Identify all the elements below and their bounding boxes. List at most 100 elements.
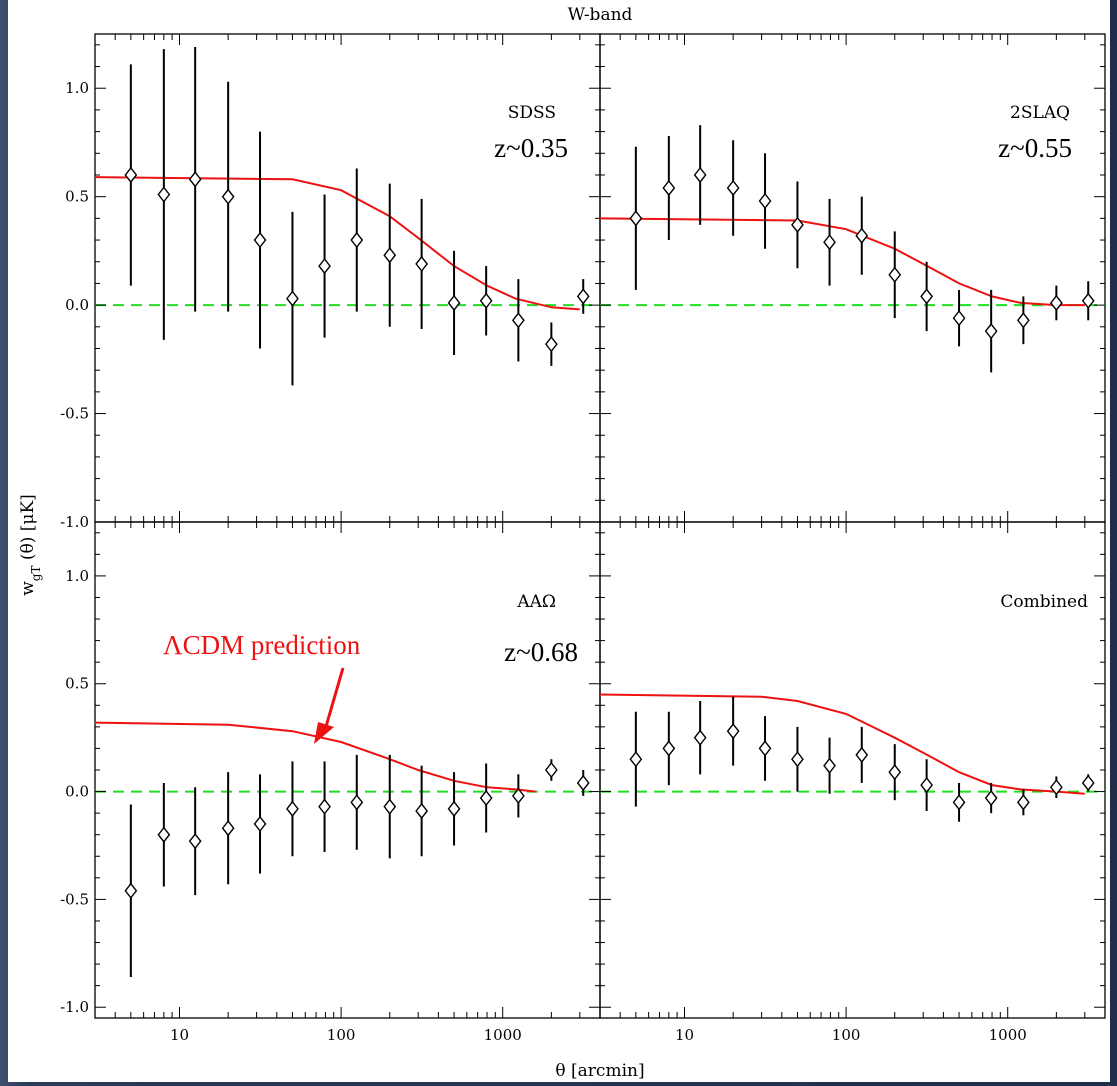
y-axis-title: wgT (θ) [μK] — [18, 494, 43, 596]
data-point — [511, 774, 525, 818]
y-tick-label: 0.5 — [65, 188, 89, 206]
point-marker — [1016, 312, 1030, 329]
point-marker — [791, 216, 804, 233]
redshift-label: z~0.35 — [494, 133, 568, 163]
data-point — [920, 261, 934, 332]
data-point — [544, 322, 558, 366]
point-marker — [544, 761, 558, 779]
point-marker — [855, 746, 869, 764]
data-point — [544, 759, 558, 781]
data-point — [253, 131, 267, 349]
panel-label: Combined — [1000, 592, 1088, 612]
data-point — [855, 196, 869, 275]
figure-title: W-band — [568, 5, 633, 25]
data-point — [383, 754, 397, 859]
data-point — [253, 774, 267, 874]
x-tick-label: 100 — [832, 1026, 861, 1044]
point-marker — [984, 323, 998, 340]
data-point — [629, 711, 643, 807]
data-point — [479, 266, 493, 336]
data-point — [286, 211, 299, 386]
point-marker — [253, 231, 267, 249]
point-marker — [350, 794, 364, 811]
data-point — [984, 289, 998, 373]
data-point — [511, 279, 525, 362]
x-tick-label: 10 — [170, 1026, 189, 1044]
point-marker — [1016, 794, 1030, 811]
point-marker — [188, 171, 202, 188]
point-marker — [318, 798, 331, 815]
data-point — [952, 289, 966, 347]
data-point — [576, 279, 590, 314]
point-marker — [855, 227, 869, 244]
point-marker — [1049, 294, 1063, 312]
point-marker — [576, 774, 590, 792]
panel-label: AAΩ — [516, 592, 556, 612]
point-marker — [629, 210, 643, 227]
data-point — [1081, 774, 1095, 792]
data-point — [1049, 285, 1063, 321]
y-axis-title-sub: gT — [29, 566, 43, 582]
point-marker — [383, 798, 397, 815]
data-point — [823, 737, 836, 794]
data-point — [662, 711, 676, 786]
data-point — [124, 804, 138, 978]
point-marker — [188, 833, 202, 850]
data-point — [1016, 296, 1030, 345]
data-point — [662, 135, 676, 241]
point-marker — [984, 789, 998, 807]
redshift-label: z~0.55 — [998, 133, 1072, 163]
data-point — [318, 194, 331, 338]
point-marker — [823, 757, 836, 774]
figure: -1.0 -0.5 0.0 0.5 1.0 SDSS z~0.35 2SLAQ z~0.55 -1… — [8, 0, 1110, 1082]
data-point — [157, 49, 171, 340]
data-point — [726, 696, 740, 766]
data-point — [318, 761, 331, 852]
point-marker — [693, 166, 707, 184]
point-marker — [758, 192, 772, 210]
y-tick-label: -1.0 — [60, 998, 89, 1016]
data-point — [447, 250, 461, 355]
data-point — [157, 782, 171, 887]
data-point — [791, 726, 804, 792]
lcdm-model-line — [94, 176, 580, 311]
data-point — [791, 181, 804, 269]
point-marker — [920, 288, 934, 305]
x-axis-title: θ [arcmin] — [555, 1061, 644, 1081]
point-marker — [447, 294, 461, 312]
data-point — [855, 726, 869, 783]
data-point — [1049, 776, 1063, 799]
data-point — [479, 763, 493, 833]
lcdm-model-line — [599, 217, 1085, 307]
point-marker — [823, 234, 836, 251]
panel-label: 2SLAQ — [1010, 103, 1070, 123]
point-marker — [124, 166, 138, 184]
point-marker — [221, 188, 235, 205]
data-point — [576, 770, 590, 796]
y-tick-label: 0.0 — [65, 296, 89, 314]
data-point — [221, 81, 235, 312]
data-point — [188, 47, 202, 312]
data-point — [758, 153, 772, 249]
point-marker — [415, 255, 429, 273]
point-marker — [479, 789, 493, 807]
data-point — [920, 759, 934, 811]
point-marker — [157, 826, 171, 843]
data-point — [124, 64, 138, 286]
point-marker — [511, 787, 525, 805]
data-point — [823, 198, 836, 286]
point-marker — [1081, 292, 1095, 309]
data-point — [629, 146, 643, 290]
y-tick-label: 0.5 — [65, 675, 89, 693]
y-axis-title-main: w — [18, 581, 38, 596]
point-marker — [350, 231, 364, 249]
data-point — [726, 140, 740, 236]
point-marker — [952, 794, 966, 811]
point-marker — [662, 740, 676, 757]
y-tick-label: -0.5 — [60, 890, 89, 908]
point-marker — [544, 336, 558, 353]
panel-label: SDSS — [508, 103, 556, 123]
data-point — [984, 782, 998, 814]
lcdm-prediction-arrow — [314, 667, 345, 744]
data-point — [447, 772, 461, 846]
